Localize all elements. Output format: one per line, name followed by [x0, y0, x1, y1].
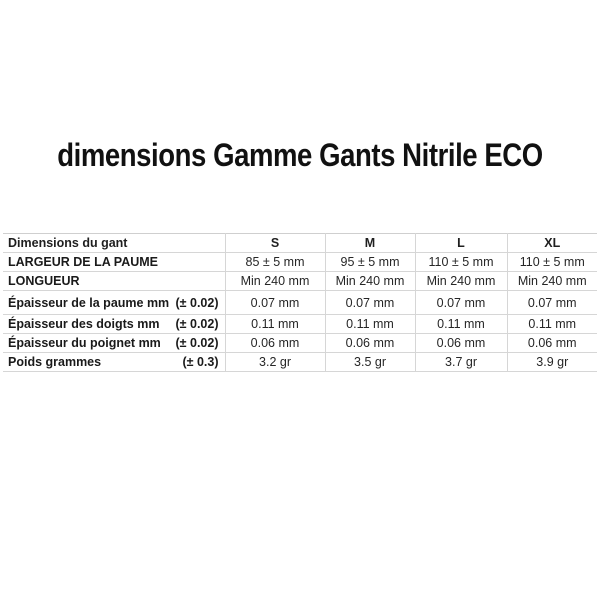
cell-value-xl: Min 240 mm: [506, 271, 597, 291]
cell-value-l: 0.06 mm: [414, 333, 507, 353]
table-body: LARGEUR DE LA PAUME 85 ± 5 mm 95 ± 5 mm …: [3, 252, 597, 372]
cell-value-l: Min 240 mm: [414, 271, 507, 291]
table-row: Épaisseur du poignet mm (± 0.02) 0.06 mm…: [3, 333, 597, 353]
cell-value-l: 0.07 mm: [414, 290, 507, 315]
cell-value-s: 0.07 mm: [224, 290, 325, 315]
cell-value-m: 95 ± 5 mm: [324, 252, 415, 272]
cell-value-xl: 110 ± 5 mm: [506, 252, 597, 272]
row-label-cell: Épaisseur des doigts mm (± 0.02): [3, 314, 225, 334]
cell-value-l: 3.7 gr: [414, 352, 507, 372]
cell-value-m: Min 240 mm: [324, 271, 415, 291]
table-row: Poids grammes (± 0.3) 3.2 gr 3.5 gr 3.7 …: [3, 352, 597, 372]
row-label-cell: Poids grammes (± 0.3): [3, 352, 225, 372]
cell-value-m: 0.07 mm: [324, 290, 415, 315]
cell-value-l: 0.11 mm: [414, 314, 507, 334]
row-label: Épaisseur des doigts mm: [8, 317, 160, 331]
table-row: Épaisseur des doigts mm (± 0.02) 0.11 mm…: [3, 314, 597, 334]
cell-value-m: 0.06 mm: [324, 333, 415, 353]
row-label-cell: LONGUEUR: [3, 271, 225, 291]
row-tolerance: (± 0.02): [175, 336, 219, 350]
table-row: Épaisseur de la paume mm (± 0.02) 0.07 m…: [3, 290, 597, 315]
cell-value-s: 3.2 gr: [224, 352, 325, 372]
cell-value-m: 0.11 mm: [324, 314, 415, 334]
glove-dimensions-table: Dimensions du gant S M L XL LARGEUR DE L…: [3, 233, 597, 372]
row-tolerance: (± 0.02): [175, 295, 219, 310]
row-label: LARGEUR DE LA PAUME: [8, 255, 158, 269]
row-label: LONGUEUR: [8, 274, 80, 288]
cell-value-s: 85 ± 5 mm: [224, 252, 325, 272]
cell-value-xl: 0.07 mm: [506, 290, 597, 315]
cell-value-xl: 0.11 mm: [506, 314, 597, 334]
row-tolerance: (± 0.02): [175, 317, 219, 331]
header-size-s: S: [224, 233, 325, 253]
cell-value-s: Min 240 mm: [224, 271, 325, 291]
header-size-xl: XL: [506, 233, 597, 253]
row-label-cell: LARGEUR DE LA PAUME: [3, 252, 225, 272]
table-header-row: Dimensions du gant S M L XL: [3, 233, 597, 253]
page-title: dimensions Gamme Gants Nitrile ECO: [57, 137, 543, 173]
cell-value-s: 0.11 mm: [224, 314, 325, 334]
cell-value-xl: 3.9 gr: [506, 352, 597, 372]
table-row: LARGEUR DE LA PAUME 85 ± 5 mm 95 ± 5 mm …: [3, 252, 597, 272]
row-tolerance: (± 0.3): [182, 355, 219, 369]
header-size-m: M: [324, 233, 415, 253]
cell-value-s: 0.06 mm: [224, 333, 325, 353]
cell-value-xl: 0.06 mm: [506, 333, 597, 353]
cell-value-m: 3.5 gr: [324, 352, 415, 372]
row-label: Poids grammes: [8, 355, 102, 369]
row-label-cell: Épaisseur de la paume mm (± 0.02): [3, 290, 225, 315]
cell-value-l: 110 ± 5 mm: [414, 252, 507, 272]
row-label: Épaisseur de la paume mm: [8, 295, 170, 310]
header-dimensions-label: Dimensions du gant: [3, 233, 225, 253]
header-size-l: L: [414, 233, 507, 253]
row-label-cell: Épaisseur du poignet mm (± 0.02): [3, 333, 225, 353]
table-row: LONGUEUR Min 240 mm Min 240 mm Min 240 m…: [3, 271, 597, 291]
row-label: Épaisseur du poignet mm: [8, 336, 161, 350]
